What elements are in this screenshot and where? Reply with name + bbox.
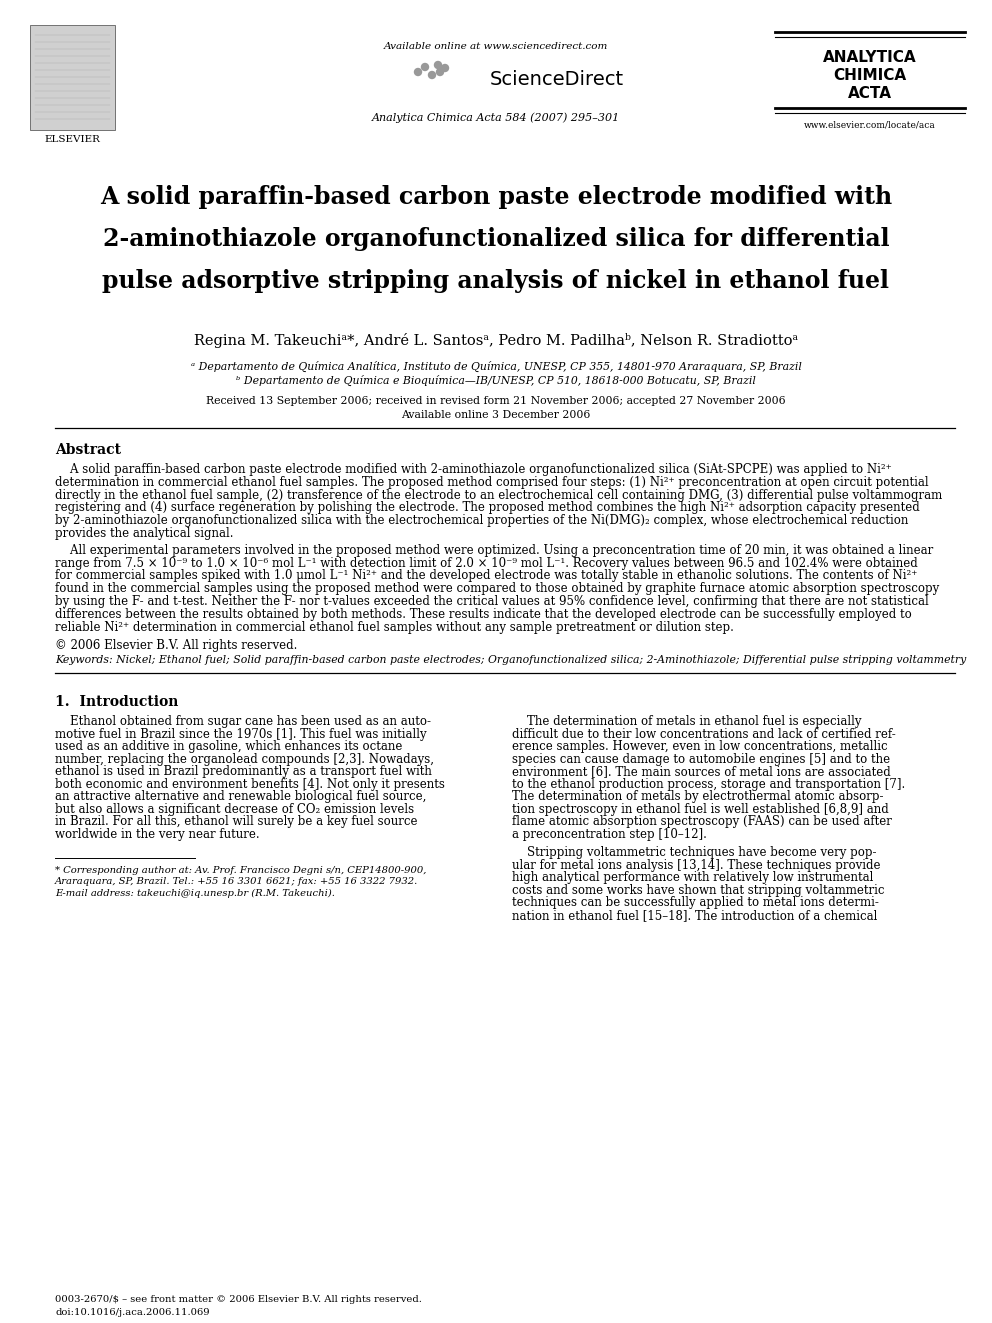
Text: ᵇ Departamento de Química e Bioquímica—IB/UNESP, CP 510, 18618-000 Botucatu, SP,: ᵇ Departamento de Química e Bioquímica—I… <box>236 374 756 386</box>
Text: motive fuel in Brazil since the 1970s [1]. This fuel was initially: motive fuel in Brazil since the 1970s [1… <box>55 728 427 741</box>
Text: nation in ethanol fuel [15–18]. The introduction of a chemical: nation in ethanol fuel [15–18]. The intr… <box>512 909 877 922</box>
Text: pulse adsorptive stripping analysis of nickel in ethanol fuel: pulse adsorptive stripping analysis of n… <box>102 269 890 292</box>
Text: by 2-aminothiazole organofunctionalized silica with the electrochemical properti: by 2-aminothiazole organofunctionalized … <box>55 515 909 527</box>
Text: Ethanol obtained from sugar cane has been used as an auto-: Ethanol obtained from sugar cane has bee… <box>55 716 431 729</box>
Text: ular for metal ions analysis [13,14]. These techniques provide: ular for metal ions analysis [13,14]. Th… <box>512 859 881 872</box>
Text: www.elsevier.com/locate/aca: www.elsevier.com/locate/aca <box>805 120 935 130</box>
Text: worldwide in the very near future.: worldwide in the very near future. <box>55 828 260 841</box>
Text: species can cause damage to automobile engines [5] and to the: species can cause damage to automobile e… <box>512 753 890 766</box>
Text: determination in commercial ethanol fuel samples. The proposed method comprised : determination in commercial ethanol fuel… <box>55 476 929 488</box>
Text: high analytical performance with relatively low instrumental: high analytical performance with relativ… <box>512 872 873 884</box>
Text: CHIMICA: CHIMICA <box>833 67 907 83</box>
Text: Abstract: Abstract <box>55 443 121 456</box>
Circle shape <box>422 64 429 70</box>
Text: costs and some works have shown that stripping voltammetric: costs and some works have shown that str… <box>512 884 885 897</box>
Text: ᵃ Departamento de Química Analítica, Instituto de Química, UNESP, CP 355, 14801-: ᵃ Departamento de Química Analítica, Ins… <box>190 361 802 372</box>
Text: difficult due to their low concentrations and lack of certified ref-: difficult due to their low concentration… <box>512 728 896 741</box>
Text: techniques can be successfully applied to metal ions determi-: techniques can be successfully applied t… <box>512 897 879 909</box>
Text: A solid paraffin-based carbon paste electrode modified with: A solid paraffin-based carbon paste elec… <box>100 185 892 209</box>
Text: Available online at www.sciencedirect.com: Available online at www.sciencedirect.co… <box>384 42 608 52</box>
Text: ScienceDirect: ScienceDirect <box>490 70 624 89</box>
Text: The determination of metals in ethanol fuel is especially: The determination of metals in ethanol f… <box>512 716 861 729</box>
Text: registering and (4) surface regeneration by polishing the electrode. The propose: registering and (4) surface regeneration… <box>55 501 920 515</box>
Text: erence samples. However, even in low concentrations, metallic: erence samples. However, even in low con… <box>512 741 888 753</box>
Text: used as an additive in gasoline, which enhances its octane: used as an additive in gasoline, which e… <box>55 741 403 753</box>
Text: but also allows a significant decrease of CO₂ emission levels: but also allows a significant decrease o… <box>55 803 414 816</box>
Text: A solid paraffin-based carbon paste electrode modified with 2-aminothiazole orga: A solid paraffin-based carbon paste elec… <box>55 463 892 476</box>
Text: Stripping voltammetric techniques have become very pop-: Stripping voltammetric techniques have b… <box>512 847 877 860</box>
Text: in Brazil. For all this, ethanol will surely be a key fuel source: in Brazil. For all this, ethanol will su… <box>55 815 418 828</box>
Text: The determination of metals by electrothermal atomic absorp-: The determination of metals by electroth… <box>512 790 884 803</box>
Text: 0003-2670/$ – see front matter © 2006 Elsevier B.V. All rights reserved.: 0003-2670/$ – see front matter © 2006 El… <box>55 1295 422 1304</box>
Circle shape <box>434 61 441 69</box>
Text: for commercial samples spiked with 1.0 μmol L⁻¹ Ni²⁺ and the developed electrode: for commercial samples spiked with 1.0 μ… <box>55 569 918 582</box>
Text: © 2006 Elsevier B.V. All rights reserved.: © 2006 Elsevier B.V. All rights reserved… <box>55 639 298 652</box>
Text: doi:10.1016/j.aca.2006.11.069: doi:10.1016/j.aca.2006.11.069 <box>55 1308 209 1316</box>
Text: ELSEVIER: ELSEVIER <box>44 135 100 144</box>
Text: All experimental parameters involved in the proposed method were optimized. Usin: All experimental parameters involved in … <box>55 544 933 557</box>
Text: flame atomic absorption spectroscopy (FAAS) can be used after: flame atomic absorption spectroscopy (FA… <box>512 815 892 828</box>
Circle shape <box>436 69 443 75</box>
Text: Keywords: Nickel; Ethanol fuel; Solid paraffin-based carbon paste electrodes; Or: Keywords: Nickel; Ethanol fuel; Solid pa… <box>55 655 966 665</box>
Text: Regina M. Takeuchiᵃ*, André L. Santosᵃ, Pedro M. Padilhaᵇ, Nelson R. Stradiottoᵃ: Regina M. Takeuchiᵃ*, André L. Santosᵃ, … <box>194 333 798 348</box>
Text: * Corresponding author at: Av. Prof. Francisco Degni s/n, CEP14800-900,: * Corresponding author at: Av. Prof. Fra… <box>55 867 427 876</box>
Circle shape <box>429 71 435 78</box>
Bar <box>30 25 115 130</box>
Text: provides the analytical signal.: provides the analytical signal. <box>55 527 233 540</box>
Text: number, replacing the organolead compounds [2,3]. Nowadays,: number, replacing the organolead compoun… <box>55 753 434 766</box>
Text: to the ethanol production process, storage and transportation [7].: to the ethanol production process, stora… <box>512 778 906 791</box>
Text: 2-aminothiazole organofunctionalized silica for differential: 2-aminothiazole organofunctionalized sil… <box>103 228 889 251</box>
Text: Available online 3 December 2006: Available online 3 December 2006 <box>402 410 590 419</box>
Text: ANALYTICA: ANALYTICA <box>823 50 917 65</box>
Text: an attractive alternative and renewable biological fuel source,: an attractive alternative and renewable … <box>55 790 427 803</box>
Text: both economic and environment benefits [4]. Not only it presents: both economic and environment benefits [… <box>55 778 444 791</box>
Text: found in the commercial samples using the proposed method were compared to those: found in the commercial samples using th… <box>55 582 939 595</box>
Text: tion spectroscopy in ethanol fuel is well established [6,8,9] and: tion spectroscopy in ethanol fuel is wel… <box>512 803 889 816</box>
Text: by using the F- and t-test. Neither the F- nor t-values exceeded the critical va: by using the F- and t-test. Neither the … <box>55 595 929 609</box>
Text: Araraquara, SP, Brazil. Tel.: +55 16 3301 6621; fax: +55 16 3322 7932.: Araraquara, SP, Brazil. Tel.: +55 16 330… <box>55 877 419 886</box>
Text: ACTA: ACTA <box>848 86 892 101</box>
Circle shape <box>415 69 422 75</box>
Text: 1.  Introduction: 1. Introduction <box>55 696 179 709</box>
Text: directly in the ethanol fuel sample, (2) transference of the electrode to an ele: directly in the ethanol fuel sample, (2)… <box>55 488 942 501</box>
Text: environment [6]. The main sources of metal ions are associated: environment [6]. The main sources of met… <box>512 766 891 778</box>
Circle shape <box>441 65 448 71</box>
Text: differences between the results obtained by both methods. These results indicate: differences between the results obtained… <box>55 607 912 620</box>
Text: range from 7.5 × 10⁻⁹ to 1.0 × 10⁻⁶ mol L⁻¹ with detection limit of 2.0 × 10⁻⁹ m: range from 7.5 × 10⁻⁹ to 1.0 × 10⁻⁶ mol … <box>55 557 918 570</box>
Text: a preconcentration step [10–12].: a preconcentration step [10–12]. <box>512 828 707 841</box>
Text: ethanol is used in Brazil predominantly as a transport fuel with: ethanol is used in Brazil predominantly … <box>55 766 432 778</box>
Text: Analytica Chimica Acta 584 (2007) 295–301: Analytica Chimica Acta 584 (2007) 295–30… <box>372 112 620 123</box>
Text: reliable Ni²⁺ determination in commercial ethanol fuel samples without any sampl: reliable Ni²⁺ determination in commercia… <box>55 620 734 634</box>
Text: E-mail address: takeuchi@iq.unesp.br (R.M. Takeuchi).: E-mail address: takeuchi@iq.unesp.br (R.… <box>55 889 335 897</box>
Text: Received 13 September 2006; received in revised form 21 November 2006; accepted : Received 13 September 2006; received in … <box>206 396 786 406</box>
